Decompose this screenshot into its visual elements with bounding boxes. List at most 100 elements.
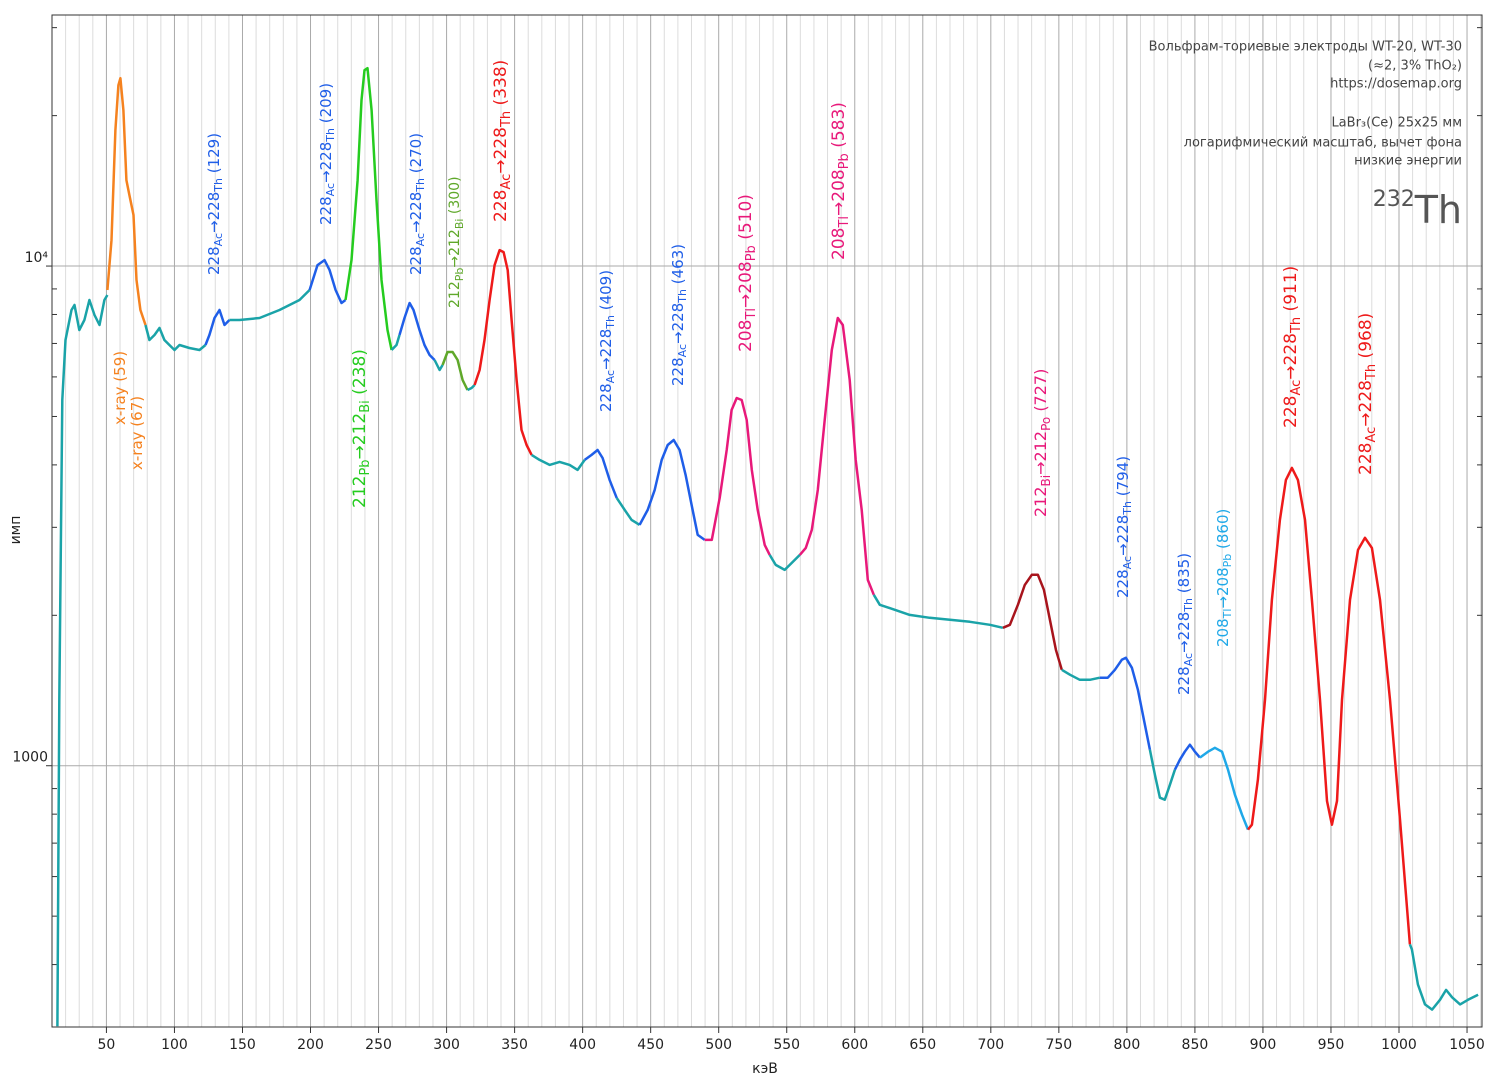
x-tick-label: 1050 xyxy=(1449,1037,1485,1053)
x-tick-label: 200 xyxy=(297,1037,324,1053)
x-tick-label: 500 xyxy=(705,1037,732,1053)
label-part: 228 xyxy=(1356,443,1376,475)
y-tick-label: 10⁴ xyxy=(25,250,49,266)
plot-frame xyxy=(51,14,1483,1028)
label-part: → xyxy=(597,357,615,370)
label-part: x-ray (67) xyxy=(128,396,146,470)
label-part: → xyxy=(317,170,335,183)
label-part: 208 xyxy=(829,169,849,201)
spectrum-line xyxy=(1002,573,1063,671)
peak-label: 212Bi→212Po (727) xyxy=(1031,369,1053,517)
label-part: 208 xyxy=(736,261,756,293)
label-part: 208 xyxy=(736,320,756,352)
note-line: логарифмический масштаб, вычет фона xyxy=(1184,136,1462,151)
element-subscript: Th xyxy=(414,178,427,193)
label-part: 228 xyxy=(205,246,223,275)
spectrum-line xyxy=(144,324,207,352)
element-subscript: Th xyxy=(212,178,225,193)
label-part: 228 xyxy=(205,192,223,221)
element-subscript: Th xyxy=(324,128,337,143)
label-part: → xyxy=(1214,596,1232,609)
element-subscript: Bi xyxy=(453,219,466,230)
label-part: 228 xyxy=(1114,569,1132,598)
x-tick-label: 650 xyxy=(909,1037,936,1053)
spectrum-line xyxy=(56,294,109,1027)
peak-label: 228Ac→228Th (338) xyxy=(491,60,514,222)
x-axis-label: кэВ xyxy=(752,1061,778,1077)
element-subscript: Bi xyxy=(358,400,373,413)
label-part: (238) xyxy=(350,349,370,400)
spectrum-line xyxy=(466,384,476,392)
label-part: (510) xyxy=(736,194,756,245)
label-part: → xyxy=(350,445,370,459)
label-part: 228 xyxy=(491,127,511,159)
label-part: (129) xyxy=(205,133,223,178)
label-part: (911) xyxy=(1281,266,1301,317)
x-tick-label: 150 xyxy=(229,1037,256,1053)
label-part: 228 xyxy=(317,142,335,171)
spectrum-line xyxy=(768,554,801,572)
label-part: 228 xyxy=(407,246,425,275)
element-subscript: Th xyxy=(1182,598,1195,613)
label-part: → xyxy=(491,159,511,173)
spectrum-line xyxy=(308,258,347,305)
label-part: (860) xyxy=(1214,509,1232,554)
element-subscript: Ac xyxy=(1364,427,1379,443)
label-part: (409) xyxy=(597,270,615,315)
label-part: → xyxy=(669,331,687,344)
label-part: (968) xyxy=(1356,313,1376,364)
label-part: (463) xyxy=(669,244,687,289)
label-part: → xyxy=(1031,461,1050,474)
x-tick-label: 900 xyxy=(1250,1037,1277,1053)
peak-label: 228Ac→228Th (270) xyxy=(407,133,428,275)
element-subscript: Tl xyxy=(837,216,852,229)
spectrum-line xyxy=(638,438,706,541)
element-subscript: Th xyxy=(499,111,514,128)
element-subscript: Bi xyxy=(1039,475,1053,487)
element-subscript: Ac xyxy=(676,344,689,357)
peak-label: x-ray (67) xyxy=(128,396,146,470)
peak-label: 228Ac→228Th (835) xyxy=(1175,553,1196,695)
x-tick-label: 100 xyxy=(161,1037,188,1053)
spectrum-line xyxy=(473,248,533,456)
element-subscript: Po xyxy=(1039,417,1053,431)
spectrum-line xyxy=(872,594,1004,630)
info-block: Вольфрам-ториевые электроды WT-20, WT-30… xyxy=(1149,40,1462,232)
spectrum-line xyxy=(1148,749,1177,801)
element-subscript: Ac xyxy=(1289,380,1304,396)
spectrum-line xyxy=(344,66,393,351)
label-part: 212 xyxy=(447,281,463,308)
label-part: 228 xyxy=(317,196,335,225)
label-part: (727) xyxy=(1031,369,1050,417)
element-subscript: Th xyxy=(676,289,689,304)
label-part: → xyxy=(407,220,425,233)
label-part: (270) xyxy=(407,133,425,178)
peak-label: 228Ac→228Th (463) xyxy=(669,244,690,386)
element-subscript: Ac xyxy=(324,183,337,196)
x-tick-label: 450 xyxy=(637,1037,664,1053)
label-part: → xyxy=(1356,412,1376,426)
label-part: 228 xyxy=(597,329,615,358)
x-tick-label: 700 xyxy=(977,1037,1004,1053)
spectrum-line xyxy=(1099,656,1152,751)
isotope: 232Th xyxy=(1373,187,1462,232)
label-part: 208 xyxy=(1214,567,1232,596)
element-subscript: Ac xyxy=(1182,653,1195,666)
x-tick-label: 300 xyxy=(433,1037,460,1053)
x-tick-label: 800 xyxy=(1114,1037,1141,1053)
spectrum-line xyxy=(1408,943,1479,1011)
label-part: 228 xyxy=(1114,515,1132,544)
y-axis-label: имп xyxy=(8,516,24,545)
label-part: (209) xyxy=(317,83,335,128)
spectrum-line xyxy=(1247,466,1412,945)
label-part: (794) xyxy=(1114,456,1132,501)
label-part: → xyxy=(829,202,849,216)
label-part: 212 xyxy=(350,476,370,508)
spectrum-line xyxy=(433,359,444,372)
element-subscript: Pb xyxy=(453,268,466,282)
spectrum-line xyxy=(798,316,875,596)
label-part: 208 xyxy=(1214,618,1232,647)
label-part: → xyxy=(447,256,463,268)
element-subscript: Pb xyxy=(837,153,852,169)
element-subscript: Tl xyxy=(744,308,759,321)
